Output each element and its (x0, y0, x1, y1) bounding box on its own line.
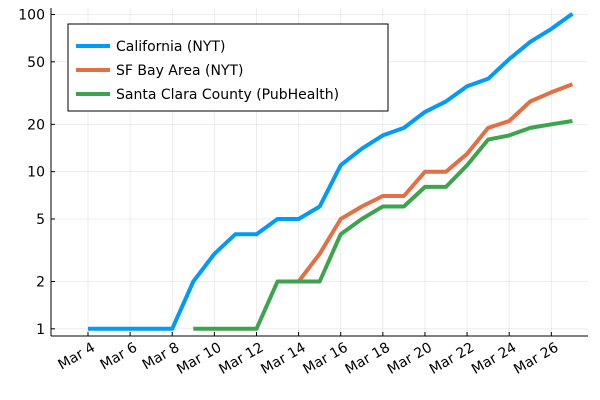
legend-label-1: California (NYT) (116, 39, 225, 55)
x-tick-label: Mar 20 (385, 340, 435, 378)
y-tick-label: 2 (36, 275, 45, 291)
x-tick-label: Mar 18 (343, 340, 393, 378)
legend-label-2: SF Bay Area (NYT) (116, 63, 243, 79)
x-tick-label: Mar 26 (511, 340, 561, 378)
legend: California (NYT) SF Bay Area (NYT) Santa C… (67, 23, 389, 112)
y-tick-label: 1 (36, 322, 45, 338)
y-tick-label: 100 (18, 8, 45, 24)
y-tick-label: 10 (27, 165, 45, 181)
axes (50, 8, 588, 337)
x-tick-label: Mar 16 (301, 340, 351, 378)
legend-label-3: Santa Clara County (PubHealth) (116, 87, 339, 103)
y-tick-label: 50 (27, 55, 45, 71)
x-tick-label: Mar 10 (174, 340, 224, 378)
x-tick-label: Mar 4 (56, 340, 99, 374)
series-line-3 (193, 119, 573, 331)
x-tick-label: Mar 24 (469, 340, 519, 378)
y-tick-labels: 1 2 5 10 20 50 100 (18, 8, 45, 338)
series-lines (88, 12, 574, 331)
y-tick-label: 20 (27, 117, 45, 133)
x-tick-label: Mar 6 (98, 340, 141, 374)
series-line-2 (277, 82, 574, 284)
legend-box (67, 23, 389, 112)
x-tick-label: Mar 22 (427, 340, 477, 378)
x-tick-label: Mar 12 (216, 340, 266, 378)
y-tick-label: 5 (36, 212, 45, 228)
x-tick-label: Mar 14 (258, 340, 308, 378)
series-line-1 (88, 12, 574, 331)
